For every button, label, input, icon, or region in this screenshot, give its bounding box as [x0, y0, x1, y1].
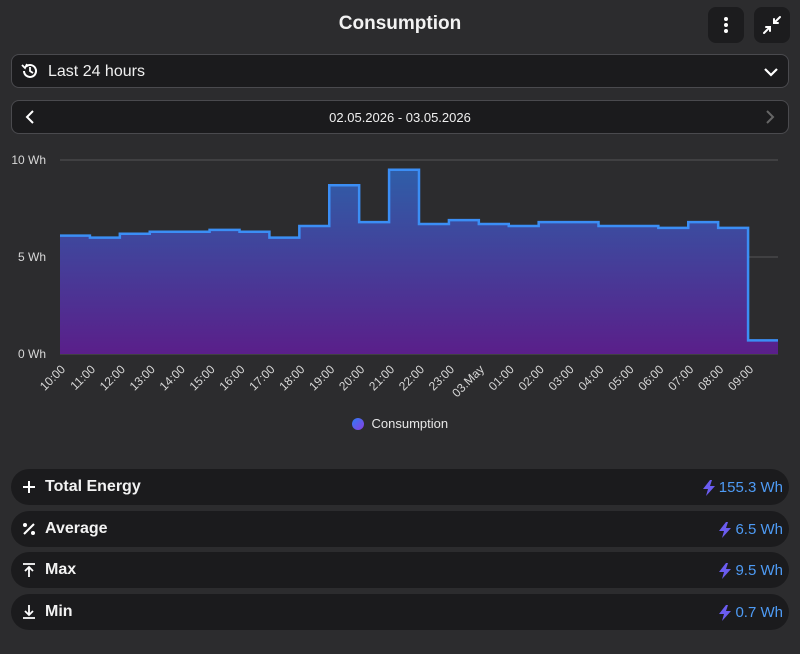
stat-min[interactable]: Min 0.7 Wh — [11, 594, 789, 630]
stat-value: 6.5 Wh — [718, 521, 783, 538]
stat-label: Min — [45, 603, 73, 620]
date-range-navigator: 02.05.2026 - 03.05.2026 — [11, 100, 789, 134]
data-bar-05:00[interactable] — [628, 226, 658, 354]
data-bar-14:00[interactable] — [180, 232, 210, 354]
x-tick-label: 14:00 — [157, 362, 188, 393]
header: Consumption — [0, 0, 800, 52]
x-tick-label: 12:00 — [97, 362, 128, 393]
consumption-line — [60, 168, 778, 342]
data-bar-20:00[interactable] — [359, 222, 389, 354]
history-icon — [21, 63, 37, 78]
x-tick-label: 16:00 — [216, 362, 247, 393]
x-tick-label: 21:00 — [366, 362, 397, 393]
data-bar-11:00[interactable] — [90, 238, 120, 354]
x-tick-label: 08:00 — [695, 362, 726, 393]
x-tick-label: 02:00 — [516, 362, 547, 393]
data-bar-19:00[interactable] — [329, 185, 359, 354]
page-title: Consumption — [338, 13, 462, 34]
data-bar-17:00[interactable] — [269, 238, 299, 354]
data-bar-21:00[interactable] — [389, 170, 419, 354]
x-tick-label: 06:00 — [635, 362, 666, 393]
x-tick-label: 20:00 — [336, 362, 367, 393]
x-tick-label: 11:00 — [68, 362, 99, 393]
legend-label: Consumption — [371, 416, 449, 431]
arrow-up-to-line-icon — [23, 563, 35, 577]
x-tick-label: 18:00 — [276, 362, 307, 393]
consumption-area — [60, 169, 778, 354]
lightning-icon — [719, 604, 732, 621]
data-bar-02:00[interactable] — [539, 222, 569, 354]
x-tick-label: 22:00 — [396, 362, 427, 393]
x-tick-label: 03.May — [449, 362, 487, 400]
x-tick-label: 19:00 — [306, 362, 337, 393]
more-vertical-icon — [724, 17, 728, 33]
x-tick-label: 03:00 — [546, 362, 577, 393]
x-tick-label: 15:00 — [187, 362, 218, 393]
stat-value: 0.7 Wh — [718, 604, 783, 621]
stat-label: Total Energy — [45, 478, 141, 495]
arrow-down-to-line-icon — [23, 605, 35, 619]
stat-total-energy[interactable]: Total Energy 155.3 Wh — [11, 469, 789, 505]
data-bar-07:00[interactable] — [688, 222, 718, 354]
percent-icon — [23, 523, 35, 535]
y-tick-label: 5 Wh — [18, 250, 46, 264]
chart-legend[interactable]: Consumption — [0, 416, 800, 431]
data-bar-06:00[interactable] — [658, 228, 688, 354]
x-tick-label: 01:00 — [486, 362, 517, 393]
data-bar-08:00[interactable] — [718, 228, 748, 354]
y-tick-label: 0 Wh — [18, 347, 46, 361]
chevron-down-icon — [764, 68, 778, 77]
data-bar-13:00[interactable] — [150, 232, 180, 354]
lightning-icon — [702, 479, 715, 496]
stat-value: 9.5 Wh — [718, 562, 783, 579]
more-menu-button[interactable] — [708, 7, 744, 43]
data-bar-15:00[interactable] — [210, 230, 240, 354]
stat-label: Max — [45, 561, 77, 578]
consumption-chart: 0 Wh 5 Wh 10 Wh 10:00 11:0012:0013:0014:0015… — [11, 153, 778, 400]
data-bar-18:00[interactable] — [299, 226, 329, 354]
y-tick-label: 10 Wh — [11, 153, 46, 167]
legend-swatch — [351, 418, 364, 430]
data-bar-03:00[interactable] — [569, 222, 599, 354]
collapse-arrows-icon — [763, 16, 781, 34]
stat-label: Average — [45, 520, 108, 537]
data-bar-10:00[interactable] — [60, 236, 90, 354]
stat-max[interactable]: Max 9.5 Wh — [11, 552, 789, 588]
x-tick-label: 07:00 — [665, 362, 696, 393]
stat-value: 155.3 Wh — [702, 479, 783, 496]
date-range-label: 02.05.2026 - 03.05.2026 — [329, 110, 471, 125]
data-bar-16:00[interactable] — [240, 232, 270, 354]
data-bar-01:00[interactable] — [509, 226, 539, 354]
collapse-button[interactable] — [754, 7, 790, 43]
x-tick-label: 09:00 — [725, 362, 756, 393]
data-bar-03.May[interactable] — [479, 224, 509, 354]
x-tick-label: 04:00 — [575, 362, 606, 393]
time-range-label: Last 24 hours — [48, 63, 145, 80]
lightning-icon — [719, 562, 732, 579]
data-bar-09:00[interactable] — [748, 340, 778, 354]
data-bar-04:00[interactable] — [599, 226, 629, 354]
stat-average[interactable]: Average 6.5 Wh — [11, 511, 789, 547]
x-tick-label: 10:00 — [37, 362, 68, 393]
x-tick-label: 05:00 — [605, 362, 636, 393]
x-tick-label: 13:00 — [127, 362, 158, 393]
time-range-select[interactable]: Last 24 hours — [11, 54, 789, 88]
data-bar-23:00[interactable] — [449, 220, 479, 354]
next-period-button[interactable] — [762, 109, 778, 125]
lightning-icon — [719, 521, 732, 538]
data-bar-22:00[interactable] — [419, 224, 449, 354]
plus-icon — [23, 481, 35, 493]
previous-period-button[interactable] — [22, 109, 38, 125]
data-bar-12:00[interactable] — [120, 234, 150, 354]
x-tick-label: 17:00 — [246, 362, 277, 393]
